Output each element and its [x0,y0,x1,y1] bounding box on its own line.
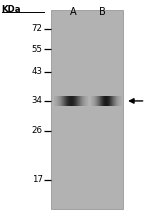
Bar [93,96,94,106]
Bar [70,96,71,106]
Bar [101,96,102,106]
Text: 34: 34 [32,96,43,106]
Bar [80,96,81,106]
Bar [111,96,112,106]
Bar [57,96,58,106]
Bar [85,96,86,106]
Bar [81,96,82,106]
Bar [64,96,65,106]
Bar [78,96,79,106]
Bar [87,96,88,106]
Bar [109,96,110,106]
Bar [66,96,67,106]
Bar [120,96,121,106]
Bar [58,96,59,106]
Text: A: A [70,7,77,17]
Bar [108,96,109,106]
Bar [113,96,114,106]
Bar [71,96,72,106]
Bar [63,96,64,106]
Bar [104,96,105,106]
Bar [119,96,120,106]
Bar [72,96,73,106]
Bar [61,96,62,106]
Bar [59,96,60,106]
Bar [91,96,92,106]
Bar [51,10,123,209]
Bar [94,96,95,106]
Bar [83,96,84,106]
Bar [96,96,97,106]
Text: KDa: KDa [2,5,21,14]
Bar [54,96,55,106]
Bar [99,96,100,106]
Bar [56,96,57,106]
Bar [118,96,119,106]
Text: 55: 55 [32,44,43,54]
Bar [77,96,78,106]
Bar [74,96,75,106]
Bar [110,96,111,106]
Bar [117,96,118,106]
Bar [65,96,66,106]
Bar [100,96,101,106]
Bar [115,96,116,106]
Bar [84,96,85,106]
Bar [73,96,74,106]
Text: 43: 43 [32,67,43,76]
Bar [95,96,96,106]
Bar [103,96,104,106]
Bar [102,96,103,106]
Bar [106,96,107,106]
Bar [92,96,93,106]
Bar [82,96,83,106]
Bar [62,96,63,106]
Bar [116,96,117,106]
Bar [97,96,98,106]
Text: 17: 17 [32,175,43,184]
Bar [105,96,106,106]
Text: 72: 72 [32,24,43,33]
Text: B: B [99,7,105,17]
Bar [60,96,61,106]
Text: 26: 26 [32,126,43,135]
Bar [112,96,113,106]
Bar [67,96,68,106]
Bar [107,96,108,106]
Bar [114,96,115,106]
Bar [79,96,80,106]
Bar [68,96,69,106]
Bar [75,96,76,106]
Bar [76,96,77,106]
Bar [86,96,87,106]
Bar [121,96,122,106]
Bar [69,96,70,106]
Bar [100,96,101,106]
Bar [98,96,99,106]
